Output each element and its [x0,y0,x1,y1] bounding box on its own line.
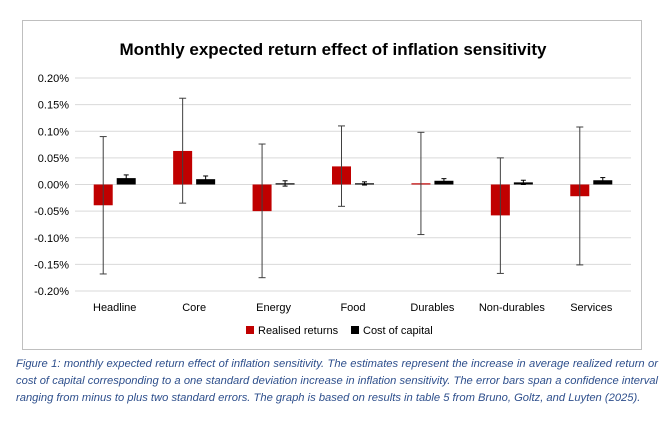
chart-title: Monthly expected return effect of inflat… [120,40,547,59]
error-bar [203,175,209,183]
error-bar [123,174,129,182]
x-category-label: Headline [93,302,136,314]
x-category-label: Non-durables [479,302,546,314]
error-bars [99,97,606,279]
legend: Realised returns Cost of capital [246,325,433,337]
chart-frame: Monthly expected return effect of inflat… [22,20,642,350]
error-bar [258,143,266,279]
y-tick-label: 0.05% [38,153,69,165]
y-tick-label: -0.20% [34,286,69,298]
legend-label: Cost of capital [363,325,433,337]
error-bar [338,125,345,207]
error-bar [520,179,526,185]
x-category-label: Durables [410,302,455,314]
y-tick-label: 0.15% [38,100,69,112]
error-bar [600,177,606,184]
gridlines [75,77,631,292]
y-tick-label: -0.15% [34,259,69,271]
x-axis-categories: Headline Core Energy Food Durables Non-durabl… [93,302,613,314]
x-category-label: Core [182,302,206,314]
error-bar [282,180,288,187]
y-axis-ticks: 0.20% 0.15% 0.10% 0.05% 0.00% -0.05% -0.10% -0.… [34,73,69,298]
x-category-label: Services [570,302,613,314]
y-tick-label: -0.05% [34,206,69,218]
y-tick-label: 0.20% [38,73,69,85]
legend-label: Realised returns [258,325,339,337]
chart: Monthly expected return effect of inflat… [34,40,631,337]
error-bar [576,126,584,266]
y-tick-label: -0.10% [34,233,69,245]
error-bar [99,136,107,275]
error-bar [441,178,447,184]
error-bar [179,97,187,204]
y-tick-label: 0.00% [38,180,69,192]
x-category-label: Food [340,302,365,314]
error-bar [362,181,367,186]
error-bar [496,157,504,274]
bars [93,150,613,216]
error-bar [417,131,425,236]
figure-caption: Figure 1: monthly expected return effect… [16,358,658,404]
y-tick-label: 0.10% [38,126,69,138]
legend-swatch [246,326,254,334]
legend-swatch [351,326,359,334]
x-category-label: Energy [256,302,291,314]
